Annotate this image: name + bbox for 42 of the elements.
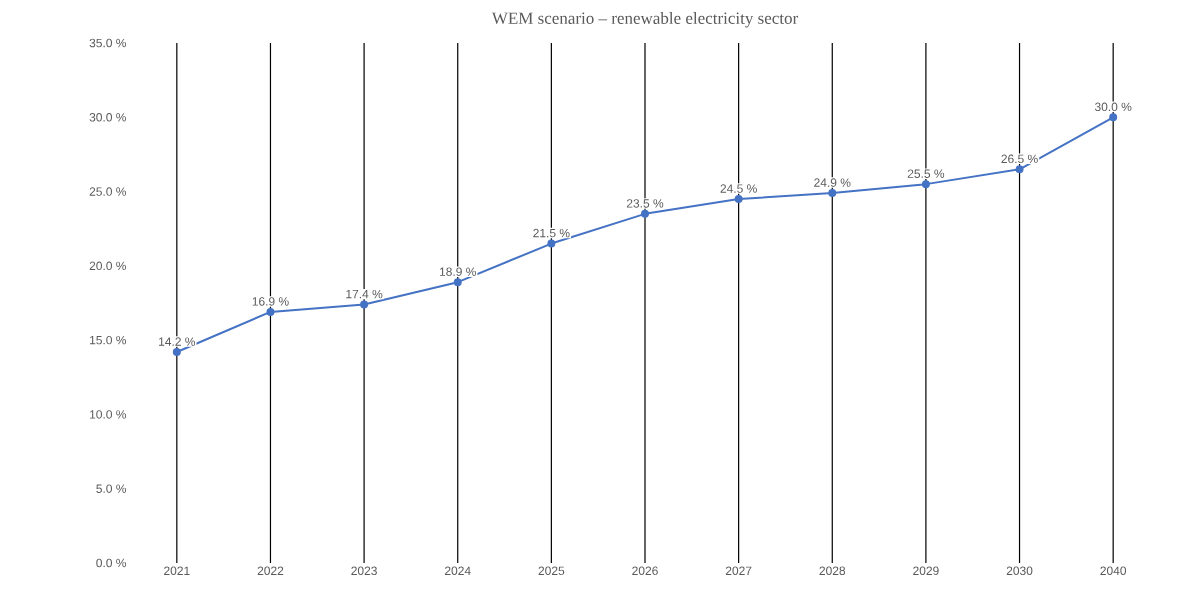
point — [921, 180, 930, 189]
y-tick-label: 0.0 % — [96, 558, 127, 568]
point — [360, 300, 369, 309]
point — [266, 307, 275, 316]
x-tick-label: 2021 — [164, 566, 190, 576]
point — [828, 189, 837, 198]
x-tick-label: 2023 — [351, 566, 377, 576]
data-label: 30.0 % — [1094, 102, 1132, 112]
data-label: 26.5 % — [1001, 154, 1038, 164]
y-tick-label: 35.0 % — [89, 38, 127, 48]
data-label: 16.9 % — [252, 297, 289, 306]
x-tick-label: 2027 — [725, 566, 752, 576]
x-tick-label: 2030 — [1006, 566, 1033, 576]
x-tick-label: 2040 — [1100, 566, 1127, 576]
point — [1015, 165, 1024, 174]
point — [1109, 113, 1118, 122]
point — [547, 239, 556, 248]
y-tick-label: 30.0 % — [89, 113, 127, 122]
point — [734, 194, 743, 203]
x-tick-label: 2022 — [257, 566, 284, 576]
x-tick-label: 2028 — [819, 566, 846, 576]
y-tick-label: 20.0 % — [89, 261, 127, 271]
point — [172, 348, 181, 357]
data-label: 18.9 % — [439, 267, 476, 276]
x-tick-label: 2026 — [632, 566, 658, 576]
data-label: 17.4 % — [346, 289, 383, 299]
y-tick-label: 25.0 % — [89, 187, 127, 196]
y-tick-label: 15.0 % — [90, 335, 127, 345]
chart-title: WEM scenario – renewable electricity sector — [491, 12, 799, 28]
data-label: 21.5 % — [533, 228, 570, 238]
point — [453, 278, 462, 287]
point — [641, 209, 649, 218]
data-label: 24.5 % — [720, 184, 757, 193]
y-tick-label: 5.0 % — [96, 484, 127, 493]
x-tick-label: 2024 — [444, 566, 471, 576]
data-label: 14.2 % — [159, 337, 196, 346]
x-tick-label: 2029 — [913, 566, 939, 576]
data-label: 24.9 % — [814, 178, 851, 187]
data-label: 23.5 % — [626, 199, 664, 208]
data-label: 25.5 % — [907, 169, 945, 178]
y-tick-label: 10.0 % — [90, 410, 127, 419]
x-tick-label: 2025 — [538, 566, 565, 576]
